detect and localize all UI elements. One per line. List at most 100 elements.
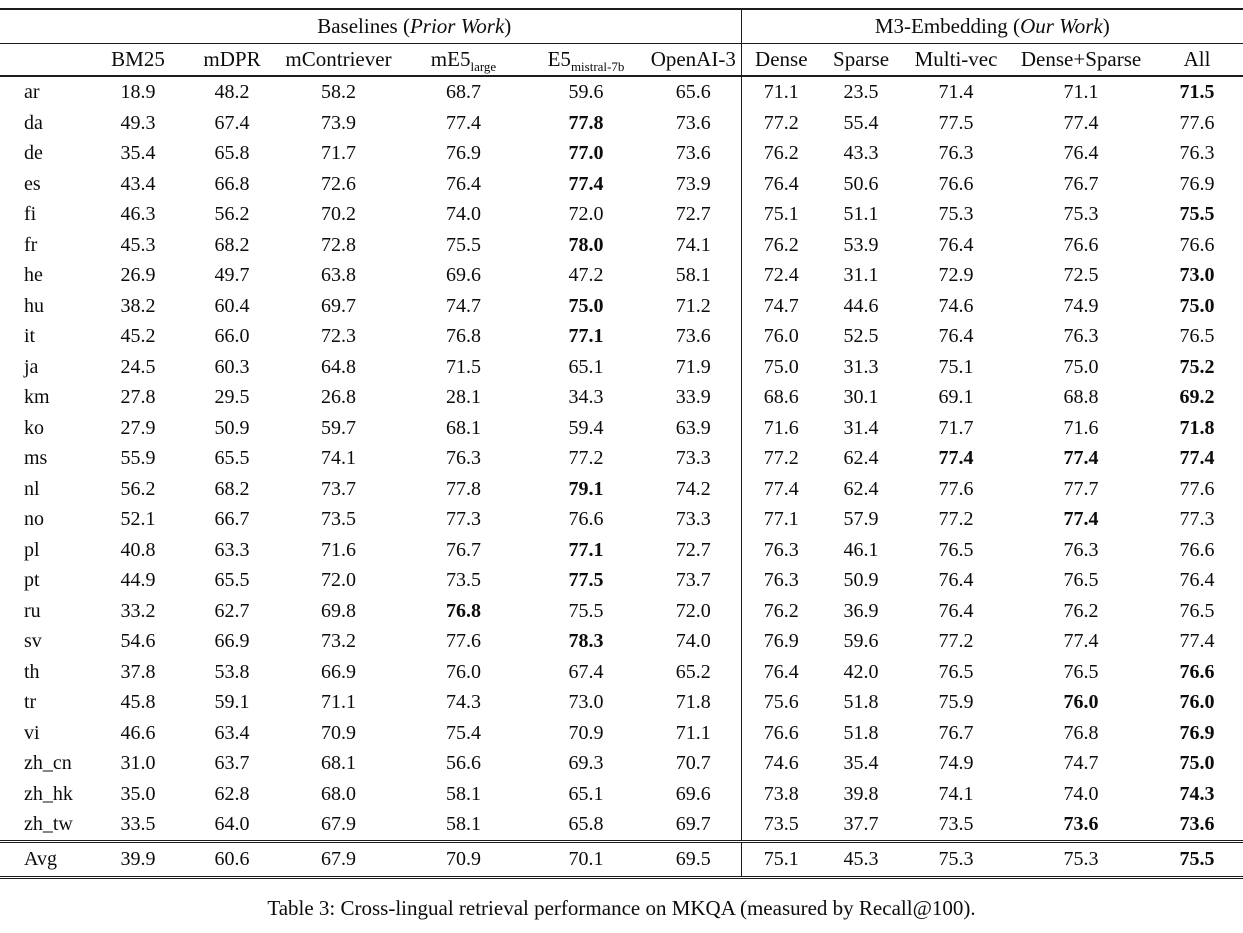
table-cell: 73.6 [675,111,711,134]
table-cell: 60.6 [188,839,276,877]
table-cell: 45.8 [120,691,156,713]
table-cell: 71.5 [446,355,481,378]
table-cell: 35.4 [120,142,156,164]
table-cell: 72.4 [740,260,822,291]
table-cell: 71.5 [1179,81,1215,103]
table-row: hu 38.2 60.4 69.7 74.7 75.0 71.2 74.7 44.6 74.6 74… [0,290,1243,321]
group-left-qualifier: Prior Work [409,14,505,38]
table-cell: 44.9 [120,569,156,591]
table-cell: 52.5 [843,325,879,347]
table-cell: 74.9 [1063,294,1099,317]
table-cell: 74.0 [675,630,711,652]
table-cell: 77.4 [1063,630,1099,652]
table-cell: 69.8 [321,599,356,622]
table-cell: 75.1 [740,199,822,230]
table-row: tr 45.8 59.1 71.1 74.3 73.0 71.8 75.6 51.8 75.9 76… [0,687,1243,718]
table-cell: 76.5 [938,660,974,683]
table-cell: 33.2 [120,599,156,622]
table-cell: 71.1 [1063,81,1099,103]
row-label: Avg [0,839,88,877]
row-label: km [24,386,50,408]
table-cell: 75.0 [1063,355,1099,378]
row-label: fr [24,233,38,256]
table-cell: 76.6 [1179,538,1215,561]
table-cell: 76.0 [1063,691,1099,713]
table-cell: 76.8 [1063,721,1099,744]
table-cell: 74.0 [1063,782,1099,805]
table-cell: 66.0 [214,325,250,347]
table-cell: 55.4 [843,111,879,134]
table-cell: 76.4 [938,325,974,347]
table-cell: 23.5 [843,81,879,103]
table-cell: 70.7 [675,752,711,774]
row-label: ar [24,81,40,103]
table-cell: 66.9 [321,660,356,683]
table-cell: 76.3 [1063,538,1099,561]
table-cell: 75.0 [568,294,604,317]
table-cell: 77.5 [568,569,604,591]
table-cell: 76.7 [938,721,974,744]
table-cell: 30.1 [843,386,879,408]
table-row: sv 54.6 66.9 73.2 77.6 78.3 74.0 76.9 59.6 77.2 77… [0,626,1243,657]
table-cell: 65.5 [214,569,250,591]
table-cell: 73.6 [1063,813,1099,835]
table-row: he 26.9 49.7 63.8 69.6 47.2 58.1 72.4 31.1 72.9 72… [0,260,1243,291]
table-cell: 52.1 [120,508,156,530]
table-cell: 71.6 [321,538,356,561]
table-cell: 76.7 [1063,172,1099,195]
table-row: km 27.8 29.5 26.8 28.1 34.3 33.9 68.6 30.1 69.1 68… [0,382,1243,413]
table-cell: 77.2 [740,443,822,474]
table-row: de 35.4 65.8 71.7 76.9 77.0 73.6 76.2 43.3 76.3 76… [0,138,1243,169]
table-cell: 40.8 [120,538,156,561]
table-cell: 75.0 [740,351,822,382]
table-cell: 75.3 [901,839,1012,877]
row-label: vi [24,721,40,744]
table-cell: 63.7 [214,752,250,774]
table-cell: 47.2 [568,264,604,286]
table-cell: 76.9 [740,626,822,657]
table-cell: 37.7 [843,813,879,835]
table-cell: 64.8 [321,355,356,378]
row-label: no [24,508,44,530]
table-cell: 51.1 [843,203,879,225]
group-header-row: Baselines (Prior Work) M3-Embedding (Our… [0,9,1243,44]
table-cell: 75.4 [446,721,481,744]
table-cell: 56.2 [120,477,156,500]
table-cell: 76.6 [1179,233,1215,256]
table-cell: 49.7 [214,264,250,286]
table-cell: 65.1 [568,782,604,805]
table-cell: 53.9 [843,233,879,256]
table-cell: 74.3 [446,691,481,713]
table-row: nl 56.2 68.2 73.7 77.8 79.1 74.2 77.4 62.4 77.6 77… [0,473,1243,504]
table-cell: 76.9 [1179,172,1215,195]
table-cell: 75.2 [1179,355,1215,378]
table-row: zh_hk 35.0 62.8 68.0 58.1 65.1 69.6 73.8 39.8 74.… [0,778,1243,809]
table-cell: 77.4 [1063,447,1099,469]
group-header-baselines: Baselines (Prior Work) [88,9,742,44]
table-cell: 71.8 [1179,416,1215,439]
table-cell: 77.7 [1063,477,1099,500]
table-cell: 68.2 [214,233,250,256]
table-cell: 73.9 [675,172,711,195]
table-row: ms 55.9 65.5 74.1 76.3 77.2 73.3 77.2 62.4 77.4 77… [0,443,1243,474]
table-cell: 43.3 [843,142,879,164]
table-cell: 72.5 [1063,264,1099,286]
table-cell: 24.5 [120,355,156,378]
table-cell: 76.4 [1063,142,1099,164]
table-cell: 73.5 [446,569,481,591]
table-cell: 65.8 [214,142,250,164]
table-row: ar 18.9 48.2 58.2 68.7 59.6 65.6 71.1 23.5 71.4 71… [0,76,1243,108]
table-cell: 26.9 [120,264,156,286]
average-row: Avg 39.9 60.6 67.9 70.9 70.1 69.5 75.1 45.3 75.3 7… [0,839,1243,877]
table-cell: 69.5 [646,839,742,877]
table-cell: 72.3 [321,325,356,347]
table-cell: 76.0 [740,321,822,352]
table-row: es 43.4 66.8 72.6 76.4 77.4 73.9 76.4 50.6 76.6 76… [0,168,1243,199]
table-cell: 67.4 [568,660,604,683]
table-cell: 76.0 [446,660,481,683]
table-cell: 45.3 [821,839,902,877]
table-cell: 77.3 [446,508,481,530]
table-row: zh_tw 33.5 64.0 67.9 58.1 65.8 69.7 73.5 37.7 73.… [0,809,1243,841]
table-cell: 76.6 [938,172,974,195]
table-cell: 78.0 [568,233,604,256]
